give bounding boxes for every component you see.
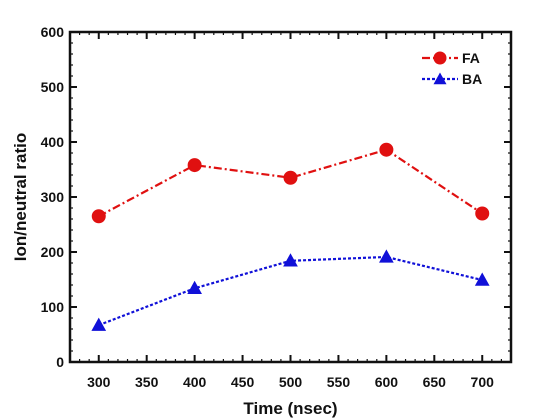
y-tick-label: 200: [41, 244, 65, 260]
x-tick-label: 350: [135, 374, 159, 390]
data-point-fa: [283, 170, 298, 185]
data-point-fa: [187, 158, 202, 173]
x-tick-label: 500: [279, 374, 303, 390]
legend-marker-fa: [433, 51, 447, 65]
data-point-fa: [475, 206, 490, 221]
x-axis-title: Time (nsec): [243, 399, 337, 418]
x-tick-label: 700: [471, 374, 495, 390]
x-tick-label: 450: [231, 374, 255, 390]
y-tick-label: 600: [41, 24, 65, 40]
x-tick-label: 600: [375, 374, 399, 390]
y-tick-label: 500: [41, 79, 65, 95]
y-tick-label: 0: [56, 354, 64, 370]
data-point-ba: [187, 280, 202, 294]
legend: FA BA: [422, 50, 482, 87]
data-point-ba: [283, 253, 298, 267]
data-point-fa: [91, 209, 106, 224]
data-point-fa: [379, 142, 394, 157]
x-tick-label: 300: [87, 374, 111, 390]
data-point-ba: [474, 272, 490, 286]
y-axis-title: Ion/neutral ratio: [11, 133, 30, 261]
legend-label-fa: FA: [462, 50, 480, 66]
legend-marker-ba: [433, 72, 447, 85]
series-line-fa: [98, 148, 483, 218]
data-point-ba: [91, 317, 107, 331]
y-tick-label: 300: [41, 189, 65, 205]
legend-label-ba: BA: [462, 71, 482, 87]
x-tick-label: 400: [183, 374, 207, 390]
y-tick-label: 100: [41, 299, 65, 315]
x-tick-label: 650: [423, 374, 447, 390]
series-line-ba: [98, 255, 483, 327]
y-tick-label: 400: [41, 134, 65, 150]
data-point-ba: [379, 249, 394, 263]
x-tick-label: 550: [327, 374, 351, 390]
